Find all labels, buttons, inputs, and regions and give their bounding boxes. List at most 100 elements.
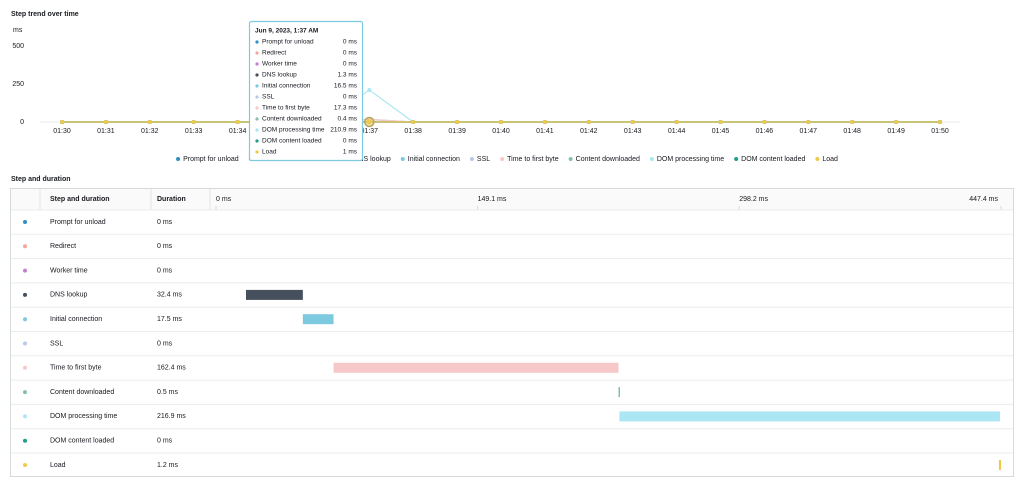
tooltip-marker: [255, 117, 259, 121]
duration-bar: [618, 387, 621, 398]
timeline-tick-label: 447.4 ms: [969, 196, 998, 203]
point: [147, 120, 152, 124]
duration-bar: [246, 289, 303, 300]
point: [455, 120, 460, 124]
duration: 162.4 ms: [157, 365, 186, 372]
step-name: DOM processing time: [50, 413, 117, 420]
step-name: Worker time: [50, 267, 88, 274]
timeline-tick-label: 298.2 ms: [739, 196, 768, 203]
row-marker: [23, 268, 27, 273]
row-marker: [23, 365, 27, 370]
table-header: [11, 189, 1013, 210]
tooltip-value: 1.3 ms: [337, 72, 357, 79]
duration: 0 ms: [157, 438, 173, 445]
legend-label: DNS lookup: [353, 156, 390, 163]
point: [586, 120, 591, 124]
tooltip-label: Time to first byte: [262, 105, 310, 112]
table-title: Step and duration: [11, 176, 71, 183]
legend-marker: [568, 157, 573, 161]
tooltip-label: Content downloaded: [262, 116, 322, 123]
step-name: DNS lookup: [50, 292, 87, 299]
duration: 32.4 ms: [157, 292, 182, 299]
tooltip-label: DNS lookup: [262, 72, 297, 79]
row-marker: [23, 414, 27, 419]
x-tick-label: 01:34: [229, 128, 247, 135]
point: [938, 120, 942, 124]
x-tick-label: 01:38: [404, 128, 422, 135]
point: [191, 120, 196, 124]
x-tick-label: 01:48: [843, 128, 861, 135]
legend-label: Content downloaded: [576, 156, 640, 163]
legend-label: Load: [822, 156, 838, 163]
table: 0 ms 149.1 ms 298.2 ms 447.4 ms Prompt for u…: [11, 196, 1013, 470]
x-tick-label: 01:44: [668, 128, 686, 135]
tooltip-marker: [255, 128, 259, 132]
tooltip-label: DOM content loaded: [262, 138, 322, 145]
column-header: Duration: [157, 196, 186, 203]
tooltip-label: Load: [262, 149, 277, 156]
step-name: SSL: [50, 340, 63, 347]
point: [894, 120, 899, 124]
tooltip-value: 0.4 ms: [337, 116, 357, 123]
point: [850, 120, 855, 124]
x-tick-label: 01:39: [448, 128, 466, 135]
row-marker: [23, 244, 27, 249]
y-tick-label: 250: [12, 81, 24, 88]
duration-bar: [998, 460, 1001, 470]
tooltip-value: 0 ms: [343, 50, 358, 57]
tooltip-marker: [255, 139, 259, 143]
timeline-tick-label: 149.1 ms: [478, 196, 507, 203]
legend-label: Time to first byte: [507, 156, 559, 163]
tooltip-marker: [255, 150, 259, 154]
point: [806, 120, 811, 124]
duration-bar: [302, 314, 334, 325]
y-axis-label: ms: [13, 27, 23, 34]
x-tick-label: 01:40: [492, 128, 510, 135]
step-name: Redirect: [50, 243, 76, 250]
legend-label: DOM processing time: [657, 156, 724, 163]
x-tick-label: 01:47: [800, 128, 818, 135]
step-name: DOM content loaded: [50, 438, 114, 445]
step-name: Initial connection: [50, 316, 102, 323]
tooltip-label: DOM processing time: [262, 127, 325, 134]
legend-label: Initial connection: [408, 156, 460, 163]
legend-marker: [400, 157, 405, 161]
tooltip-label: SSL: [262, 94, 275, 101]
point: [630, 120, 635, 124]
tooltip: Jun 9, 2023, 1:37 AM Prompt for unload 0 m…: [248, 20, 364, 162]
duration: 0 ms: [157, 267, 173, 274]
timeline-tick-label: 0 ms: [216, 196, 232, 203]
duration: 216.9 ms: [157, 413, 186, 420]
y-tick-label: 0: [20, 119, 24, 126]
tooltip-value: 16.5 ms: [334, 83, 358, 90]
row-marker: [23, 390, 27, 395]
x-tick-label: 01:43: [624, 128, 642, 135]
legend: Prompt for unloadRedirectWorker timeDNS …: [176, 156, 838, 163]
tooltip-value: 210.9 ms: [330, 127, 357, 134]
x-tick-label: 01:33: [185, 128, 203, 135]
legend-marker: [815, 157, 820, 161]
point: [235, 120, 240, 124]
legend-label: SSL: [477, 156, 490, 163]
legend-label: Prompt for unload: [183, 156, 239, 163]
row-marker: [23, 341, 27, 346]
legend-marker: [734, 157, 739, 161]
legend-marker: [649, 157, 654, 161]
row-marker: [23, 438, 27, 443]
tooltip-value: 1 ms: [343, 149, 358, 156]
chart: 025050001:3001:3101:3201:3301:3401:3501:…: [12, 43, 960, 163]
tooltip-marker: [255, 51, 259, 55]
duration: 0 ms: [157, 243, 173, 250]
point: [103, 120, 108, 124]
x-tick-label: 01:37: [361, 128, 379, 135]
table-frame: [10, 188, 1014, 477]
point: [718, 120, 723, 124]
series-line: [62, 89, 940, 123]
duration: 0 ms: [157, 340, 173, 347]
point: [60, 120, 64, 124]
duration: 0 ms: [157, 219, 173, 226]
x-tick-label: 01:46: [756, 128, 774, 135]
legend-marker: [500, 157, 505, 161]
legend-label: DOM content loaded: [741, 156, 805, 163]
